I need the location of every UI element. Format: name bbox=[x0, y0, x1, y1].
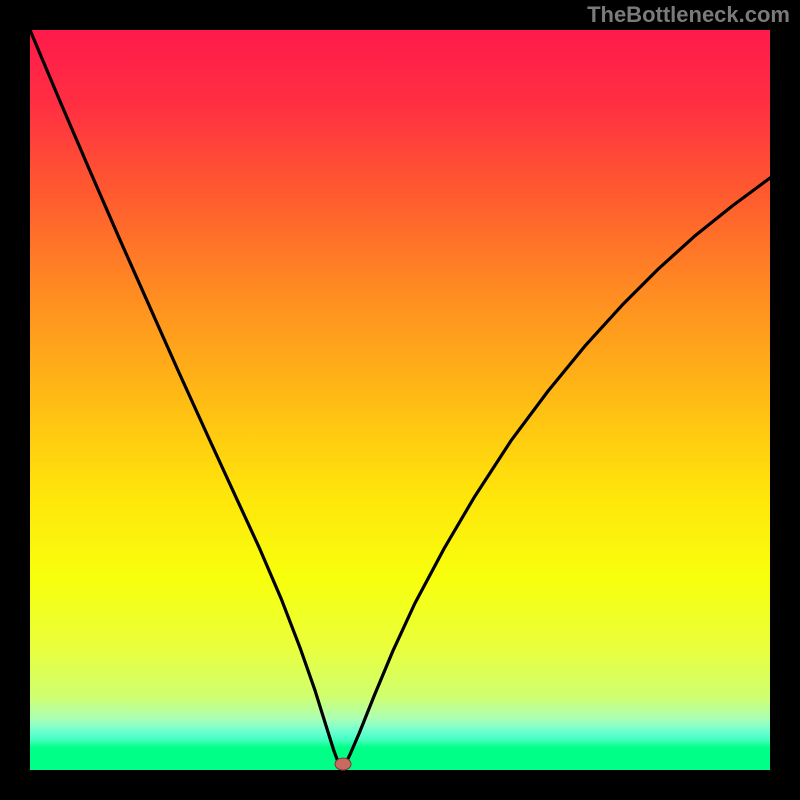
watermark-label: TheBottleneck.com bbox=[587, 2, 790, 28]
bottleneck-chart-svg bbox=[0, 0, 800, 800]
chart-container: TheBottleneck.com bbox=[0, 0, 800, 800]
plot-gradient-background bbox=[30, 30, 770, 770]
sweet-spot-marker bbox=[335, 758, 351, 770]
